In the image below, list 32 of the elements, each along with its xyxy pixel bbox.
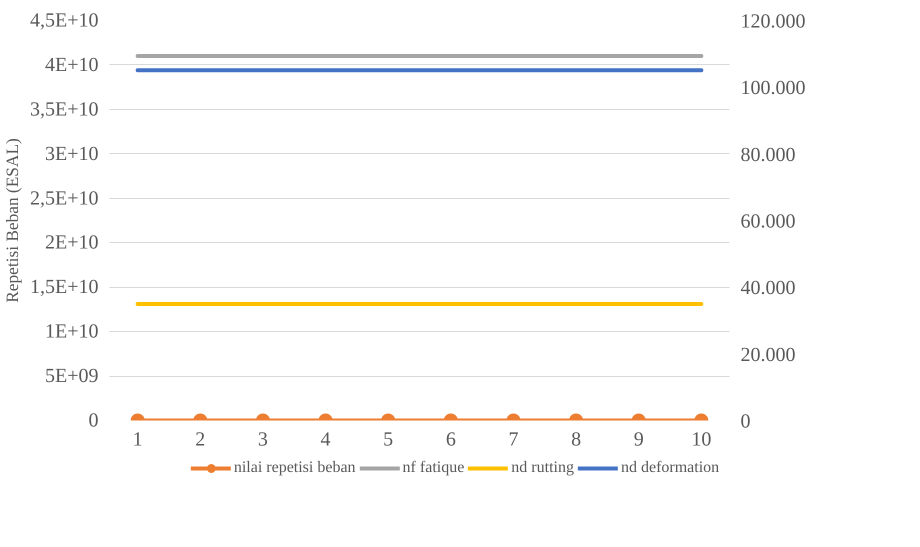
y-tick-label: 2E+10 — [45, 232, 99, 254]
y2-tick-label: 80.000 — [740, 144, 796, 166]
y-tick-label: 3E+10 — [45, 142, 99, 165]
x-tick-label: 7 — [508, 428, 518, 450]
y-tick-label: 5E+09 — [45, 365, 99, 388]
legend-label: nf fatique — [402, 459, 464, 477]
y2-tick-label: 40.000 — [740, 277, 796, 300]
x-tick-label: 3 — [258, 428, 268, 450]
y-axis-title: Repetisi Beban (ESAL) — [3, 138, 22, 303]
legend-label: nilai repetisi beban — [234, 459, 356, 477]
y2-tick-label: 60.000 — [740, 210, 796, 232]
x-tick-label: 5 — [383, 428, 394, 450]
legend-label: nd rutting — [511, 459, 574, 477]
y-tick-label: 3,5E+10 — [30, 98, 99, 120]
y2-tick-label: 0 — [740, 410, 750, 432]
y2-tick-label: 120.000 — [740, 10, 806, 32]
x-tick-label: 9 — [634, 428, 644, 450]
y-tick-label: 2,5E+10 — [30, 187, 99, 210]
y-tick-label: 1,5E+10 — [30, 276, 99, 298]
x-tick-label: 6 — [446, 428, 456, 450]
x-tick-label: 4 — [320, 428, 331, 450]
x-tick-label: 8 — [571, 428, 582, 450]
y-tick-label: 4,5E+10 — [30, 10, 99, 32]
legend-label: nd deformation — [620, 459, 720, 477]
y-tick-label: 1E+10 — [45, 320, 99, 343]
y-tick-label: 0 — [88, 410, 98, 432]
y2-tick-label: 20.000 — [740, 344, 796, 366]
y2-tick-label: 100.000 — [740, 77, 806, 100]
x-tick-label: 2 — [195, 428, 206, 450]
y-tick-label: 4E+10 — [45, 54, 99, 76]
x-tick-label: 10 — [691, 428, 712, 450]
x-tick-label: 1 — [132, 428, 143, 450]
